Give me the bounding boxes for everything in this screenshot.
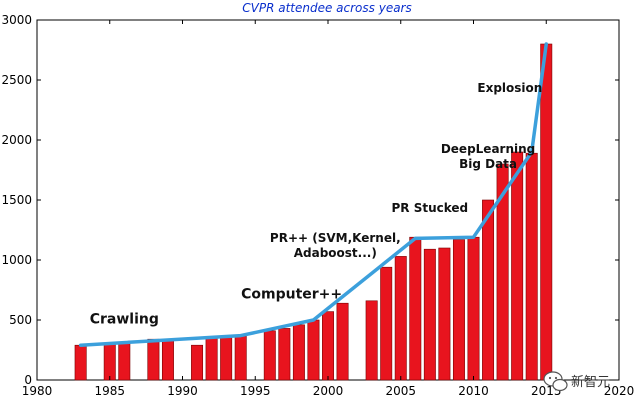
annotation-line: Big Data <box>459 157 517 171</box>
bar-2010 <box>467 236 480 381</box>
annotation-2: PR++ (SVM,Kernel, Adaboost...) <box>270 231 401 260</box>
bar-1998 <box>292 324 305 381</box>
bar-2001 <box>336 302 349 381</box>
annotations: Crawling Computer++ PR++ (SVM,Kernel, Adabo… <box>90 81 543 328</box>
bar-1999 <box>307 319 320 381</box>
annotation-line: PR++ (SVM,Kernel, <box>270 231 401 245</box>
y-tick-label: 1000 <box>1 253 32 267</box>
annotation-line: Adaboost...) <box>294 246 377 260</box>
watermark: 新智元 <box>543 371 610 392</box>
bar-2004 <box>380 266 393 381</box>
x-tick-label: 2000 <box>313 384 344 398</box>
x-axis: 1980 1985 1990 1995 2000 2005 2010 2015 2020 <box>22 20 635 398</box>
x-tick-label: 1990 <box>167 384 198 398</box>
y-tick-label: 3000 <box>1 13 32 27</box>
x-tick-label: 1985 <box>94 384 125 398</box>
annotation-3: PR Stucked <box>392 201 469 215</box>
bar-2011 <box>482 199 495 381</box>
annotation-1: Computer++ <box>241 286 342 302</box>
y-axis: 0 500 1000 1500 2000 2500 3000 <box>1 13 619 387</box>
bar-2014 <box>525 152 538 381</box>
bar-1983 <box>74 344 87 381</box>
trend-line <box>78 42 548 347</box>
x-tick-label: 1995 <box>240 384 271 398</box>
watermark-text: 新智元 <box>571 374 610 390</box>
annotation-line: Explosion <box>477 81 542 95</box>
bar-2003 <box>365 300 378 381</box>
annotation-4: DeepLearning Big Data <box>441 142 535 171</box>
bars-group <box>74 43 553 381</box>
annotation-line: Crawling <box>90 312 159 328</box>
bar-2006 <box>409 236 422 381</box>
annotation-5: Explosion <box>477 81 542 95</box>
x-tick-label: 2005 <box>385 384 416 398</box>
bar-1997 <box>278 328 291 381</box>
bar-2000 <box>322 311 334 381</box>
y-tick-label: 2000 <box>1 133 32 147</box>
bar-1996 <box>263 330 276 381</box>
bar-1993 <box>220 336 233 381</box>
x-tick-label: 1980 <box>22 384 53 398</box>
bar-2012 <box>496 163 509 381</box>
y-tick-label: 500 <box>9 313 32 327</box>
bar-2005 <box>394 256 407 381</box>
bar-1985 <box>103 343 116 381</box>
bar-2009 <box>452 239 465 381</box>
annotation-line: DeepLearning <box>441 142 535 156</box>
bar-1989 <box>161 339 174 381</box>
y-tick-label: 1500 <box>1 193 32 207</box>
bar-1988 <box>147 338 160 381</box>
annotation-line: Computer++ <box>241 286 342 302</box>
y-tick-label: 0 <box>24 373 32 387</box>
x-tick-label: 2010 <box>458 384 489 398</box>
y-tick-label: 2500 <box>1 73 32 87</box>
bar-2013 <box>511 151 524 381</box>
bar-1994 <box>234 335 247 381</box>
bar-2008 <box>438 247 451 381</box>
annotation-0: Crawling <box>90 312 159 328</box>
chart-title: CVPR attendee across years <box>242 1 412 15</box>
bar-1991 <box>191 344 204 381</box>
wechat-icon <box>543 371 568 392</box>
x-tick-label: 2020 <box>604 384 635 398</box>
bar-1986 <box>118 343 131 381</box>
annotation-line: PR Stucked <box>392 201 469 215</box>
bar-1992 <box>205 337 218 381</box>
bar-2007 <box>423 248 436 381</box>
